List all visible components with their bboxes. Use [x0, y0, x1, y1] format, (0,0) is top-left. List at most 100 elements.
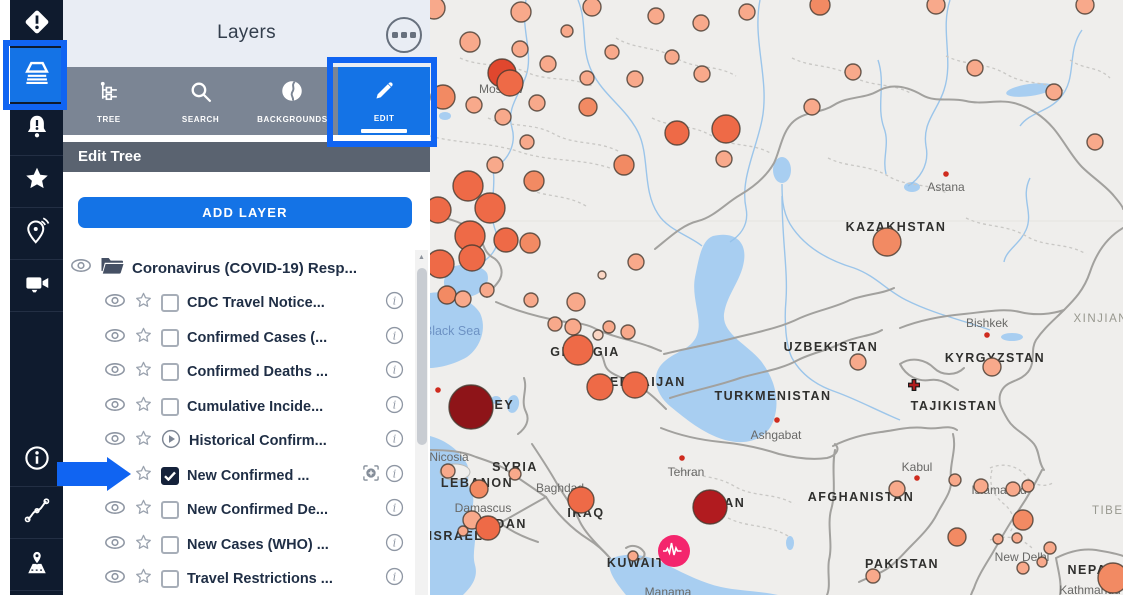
case-bubble[interactable]	[809, 0, 831, 16]
sidebar-item-layers[interactable]	[10, 48, 63, 102]
zoom-to-layer-icon[interactable]	[361, 463, 381, 488]
info-icon[interactable]: i	[385, 360, 404, 384]
eye-icon[interactable]	[104, 466, 126, 486]
layer-row[interactable]: Travel Restrictions ... i	[63, 562, 414, 595]
case-bubble[interactable]	[947, 527, 967, 547]
case-bubble[interactable]	[982, 357, 1002, 377]
layer-checkbox[interactable]	[161, 570, 179, 589]
sidebar-item-geo-tracking[interactable]	[10, 207, 63, 260]
tab-backgrounds[interactable]: BACKGROUNDS	[247, 67, 339, 135]
case-bubble[interactable]	[430, 84, 456, 110]
case-bubble[interactable]	[430, 0, 446, 20]
case-bubble[interactable]	[621, 371, 649, 399]
layer-row[interactable]: New Confirmed De... i	[63, 493, 414, 528]
star-icon[interactable]	[134, 533, 153, 557]
case-bubble[interactable]	[627, 253, 645, 271]
case-bubble[interactable]	[711, 114, 741, 144]
case-bubble[interactable]	[452, 170, 484, 202]
map-canvas[interactable]: KAZAKHSTANUZBEKISTANKYRGYZSTANTAJIKISTAN…	[430, 0, 1123, 595]
eye-icon[interactable]	[104, 362, 126, 382]
case-bubble[interactable]	[738, 3, 756, 21]
case-bubble[interactable]	[664, 120, 690, 146]
info-icon[interactable]: i	[385, 395, 404, 419]
info-icon[interactable]: i	[385, 464, 404, 488]
scrollbar-thumb[interactable]	[416, 268, 427, 445]
case-bubble[interactable]	[865, 568, 881, 584]
red-cross-icon[interactable]	[908, 379, 920, 391]
eye-icon[interactable]	[104, 535, 126, 555]
case-bubble[interactable]	[567, 486, 595, 514]
case-bubble[interactable]	[494, 108, 512, 126]
case-bubble[interactable]	[715, 150, 733, 168]
layer-label[interactable]: Cumulative Incide...	[187, 398, 324, 415]
case-bubble[interactable]	[602, 320, 616, 334]
eye-icon[interactable]	[104, 293, 126, 313]
eye-icon[interactable]	[104, 328, 126, 348]
case-bubble[interactable]	[578, 97, 598, 117]
case-bubble[interactable]	[560, 24, 574, 38]
sidebar-item-notifications[interactable]	[10, 103, 63, 156]
case-bubble[interactable]	[1011, 532, 1023, 544]
case-bubble[interactable]	[973, 478, 989, 494]
sidebar-item-site-map[interactable]	[10, 538, 63, 591]
info-icon[interactable]: i	[385, 567, 404, 591]
layer-row[interactable]: New Confirmed ... i	[63, 459, 414, 494]
info-icon[interactable]: i	[385, 326, 404, 350]
layer-label[interactable]: New Confirmed ...	[187, 467, 310, 484]
sidebar-item-favorites[interactable]	[10, 155, 63, 208]
case-bubble[interactable]	[692, 14, 710, 32]
star-icon[interactable]	[134, 291, 153, 315]
case-bubble[interactable]	[440, 463, 456, 479]
case-bubble[interactable]	[1043, 541, 1057, 555]
case-bubble[interactable]	[519, 134, 535, 150]
layer-label[interactable]: CDC Travel Notice...	[187, 295, 325, 312]
case-bubble[interactable]	[474, 192, 506, 224]
case-bubble[interactable]	[579, 70, 595, 86]
layer-label[interactable]: Confirmed Deaths ...	[187, 364, 328, 381]
layer-checkbox[interactable]	[161, 294, 179, 313]
tree-folder-row[interactable]: Coronavirus (COVID-19) Resp...	[63, 250, 414, 286]
case-bubble[interactable]	[626, 70, 644, 88]
star-icon[interactable]	[134, 567, 153, 591]
case-bubble[interactable]	[486, 156, 504, 174]
star-icon[interactable]	[134, 464, 153, 488]
sidebar-item-alerts[interactable]	[10, 0, 63, 49]
case-bubble[interactable]	[430, 249, 455, 279]
scroll-up-button[interactable]: ▲	[418, 254, 425, 261]
layer-checkbox[interactable]	[161, 501, 179, 520]
case-bubble[interactable]	[465, 96, 483, 114]
case-bubble[interactable]	[564, 318, 582, 336]
case-bubble[interactable]	[1005, 481, 1021, 497]
layer-label[interactable]: New Cases (WHO) ...	[187, 536, 329, 553]
case-bubble[interactable]	[430, 196, 452, 224]
case-bubble[interactable]	[1036, 556, 1048, 568]
layer-checkbox[interactable]	[161, 535, 179, 554]
case-bubble[interactable]	[888, 480, 906, 498]
layer-row[interactable]: Confirmed Deaths ... i	[63, 355, 414, 390]
case-bubble[interactable]	[523, 292, 539, 308]
case-bubble[interactable]	[849, 353, 867, 371]
case-bubble[interactable]	[479, 282, 495, 298]
layer-row[interactable]: Cumulative Incide... i	[63, 390, 414, 425]
layer-row[interactable]: CDC Travel Notice... i	[63, 286, 414, 321]
star-icon[interactable]	[134, 360, 153, 384]
case-bubble[interactable]	[457, 525, 469, 537]
case-bubble[interactable]	[604, 44, 620, 60]
case-bubble[interactable]	[519, 232, 541, 254]
case-bubble[interactable]	[458, 244, 486, 272]
eye-icon[interactable]	[104, 397, 126, 417]
case-bubble[interactable]	[1045, 83, 1063, 101]
tab-tree[interactable]: TREE	[63, 67, 155, 135]
layer-label[interactable]: Travel Restrictions ...	[187, 571, 333, 588]
tab-edit[interactable]: EDIT	[338, 67, 430, 135]
case-bubble[interactable]	[844, 63, 862, 81]
sidebar-item-route[interactable]	[10, 486, 63, 539]
case-bubble[interactable]	[692, 489, 728, 525]
case-bubble[interactable]	[437, 285, 457, 305]
case-bubble[interactable]	[992, 533, 1004, 545]
case-bubble[interactable]	[475, 515, 501, 541]
layer-checkbox[interactable]	[161, 363, 179, 382]
case-bubble[interactable]	[459, 31, 481, 53]
case-bubble[interactable]	[582, 0, 602, 17]
case-bubble[interactable]	[693, 65, 711, 83]
